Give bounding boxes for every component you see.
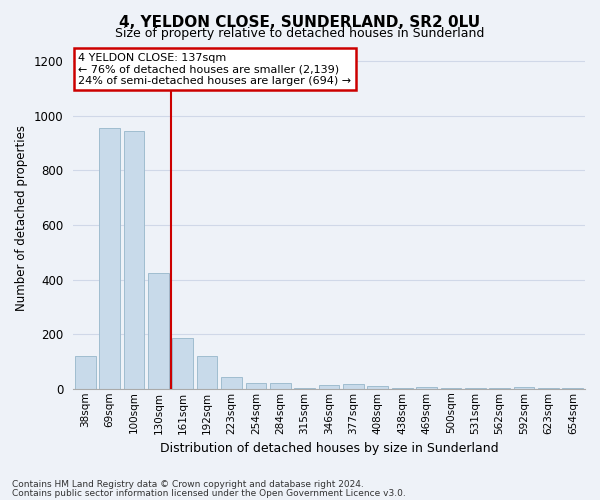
Bar [343, 384, 364, 389]
Bar [294, 388, 315, 389]
Text: Contains HM Land Registry data © Crown copyright and database right 2024.: Contains HM Land Registry data © Crown c… [12, 480, 364, 489]
Bar [392, 388, 413, 389]
Bar [440, 388, 461, 389]
Bar [99, 128, 120, 389]
Bar [148, 272, 169, 389]
Text: Contains public sector information licensed under the Open Government Licence v3: Contains public sector information licen… [12, 488, 406, 498]
Bar [245, 384, 266, 389]
Bar [75, 356, 95, 389]
Bar [416, 386, 437, 389]
Title: 4, YELDON CLOSE, SUNDERLAND, SR2 0LU
Size of property relative to detached house: 4, YELDON CLOSE, SUNDERLAND, SR2 0LU Siz… [0, 499, 1, 500]
Bar [562, 388, 583, 389]
Text: 4, YELDON CLOSE, SUNDERLAND, SR2 0LU: 4, YELDON CLOSE, SUNDERLAND, SR2 0LU [119, 15, 481, 30]
Bar [270, 384, 290, 389]
Bar [367, 386, 388, 389]
Bar [221, 378, 242, 389]
Bar [465, 388, 485, 389]
Y-axis label: Number of detached properties: Number of detached properties [15, 125, 28, 311]
Text: Size of property relative to detached houses in Sunderland: Size of property relative to detached ho… [115, 28, 485, 40]
Bar [319, 384, 340, 389]
Bar [197, 356, 217, 389]
Bar [124, 131, 145, 389]
Bar [538, 388, 559, 389]
Bar [514, 386, 535, 389]
Text: 4 YELDON CLOSE: 137sqm
← 76% of detached houses are smaller (2,139)
24% of semi-: 4 YELDON CLOSE: 137sqm ← 76% of detached… [78, 52, 351, 86]
X-axis label: Distribution of detached houses by size in Sunderland: Distribution of detached houses by size … [160, 442, 499, 455]
Bar [172, 338, 193, 389]
Bar [490, 388, 510, 389]
